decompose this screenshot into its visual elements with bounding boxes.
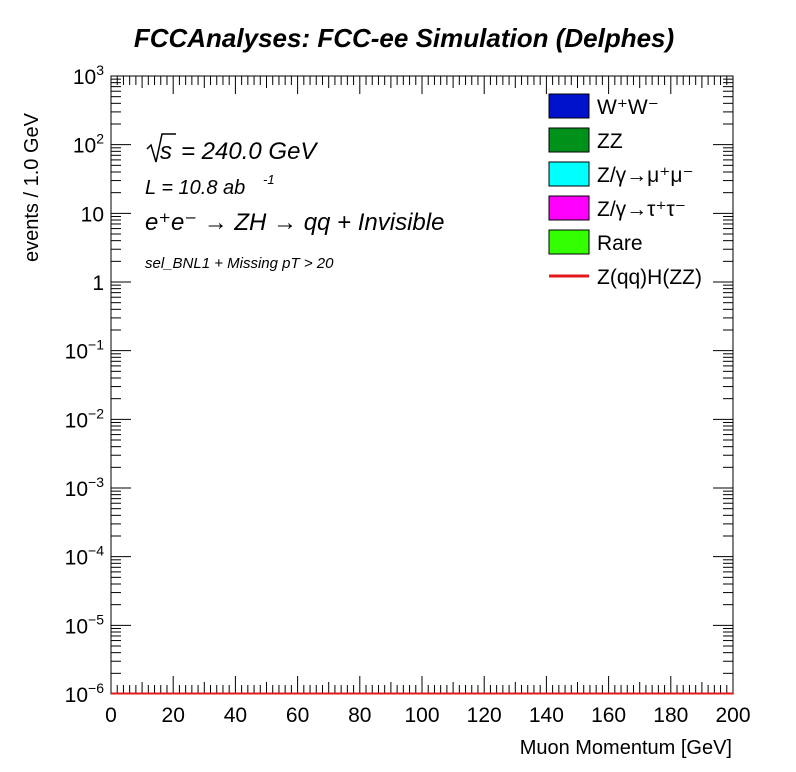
x-tick-label: 180 bbox=[653, 704, 688, 727]
legend-swatch bbox=[548, 127, 590, 153]
legend-label: W⁺W⁻ bbox=[597, 96, 659, 119]
x-tick-label: 60 bbox=[286, 704, 309, 727]
legend-swatch bbox=[548, 93, 590, 119]
chart-title: FCCAnalyses: FCC-ee Simulation (Delphes) bbox=[134, 23, 674, 53]
annotation-lumi: L = 10.8 ab -1 bbox=[145, 172, 275, 199]
y-tick-label: 10−4 bbox=[65, 543, 105, 570]
x-tick-label: 200 bbox=[715, 704, 750, 727]
legend-swatch bbox=[548, 229, 590, 255]
x-tick-label: 140 bbox=[529, 704, 564, 727]
legend-label: Z(qq)H(ZZ) bbox=[597, 266, 702, 289]
legend-label: Z/γ→μ⁺μ⁻ bbox=[597, 164, 694, 187]
legend: W⁺W⁻ ZZ Z/γ→μ⁺μ⁻ Z/γ→τ⁺τ⁻ Rare Z(qq)H(ZZ) bbox=[548, 93, 702, 289]
x-axis-label: Muon Momentum [GeV] bbox=[520, 737, 732, 759]
x-tick-label: 120 bbox=[467, 704, 502, 727]
legend-swatch bbox=[548, 161, 590, 187]
annotation-process: e⁺e⁻ → ZH → qq + Invisible bbox=[145, 209, 444, 236]
x-tick-label: 160 bbox=[591, 704, 626, 727]
y-tick-label: 1 bbox=[92, 272, 104, 295]
annotation-sqrt-s: s = 240.0 GeV bbox=[146, 133, 318, 165]
y-axis-label: events / 1.0 GeV bbox=[21, 112, 43, 262]
y-tick-label: 102 bbox=[73, 131, 104, 158]
y-tick-label: 10 bbox=[81, 203, 104, 226]
lumi-exponent: -1 bbox=[263, 172, 275, 187]
sqrt-s-value: = 240.0 GeV bbox=[181, 138, 318, 165]
legend-label: ZZ bbox=[597, 130, 623, 153]
x-tick-label: 100 bbox=[404, 704, 439, 727]
x-axis: 0 20 40 60 80 100 120 140 160 180 200 bbox=[105, 76, 751, 727]
x-tick-label: 0 bbox=[105, 704, 117, 727]
x-tick-label: 40 bbox=[224, 704, 247, 727]
y-tick-label: 10−5 bbox=[65, 611, 105, 638]
y-tick-label: 10−6 bbox=[65, 680, 105, 707]
x-tick-label: 20 bbox=[162, 704, 185, 727]
y-tick-label: 10−2 bbox=[65, 405, 105, 432]
annotation-selection: sel_BNL1 + Missing pT > 20 bbox=[145, 255, 334, 272]
y-tick-label: 10−1 bbox=[65, 337, 105, 364]
sqrt-symbol bbox=[146, 133, 176, 163]
legend-swatch bbox=[548, 195, 590, 221]
x-tick-label: 80 bbox=[348, 704, 371, 727]
legend-label: Rare bbox=[597, 232, 643, 255]
y-tick-label: 103 bbox=[73, 62, 104, 89]
legend-label: Z/γ→τ⁺τ⁻ bbox=[597, 198, 686, 221]
y-tick-label: 10−3 bbox=[65, 474, 105, 501]
lumi-text: L = 10.8 ab bbox=[145, 177, 245, 199]
sqrt-s-variable: s bbox=[160, 138, 172, 165]
